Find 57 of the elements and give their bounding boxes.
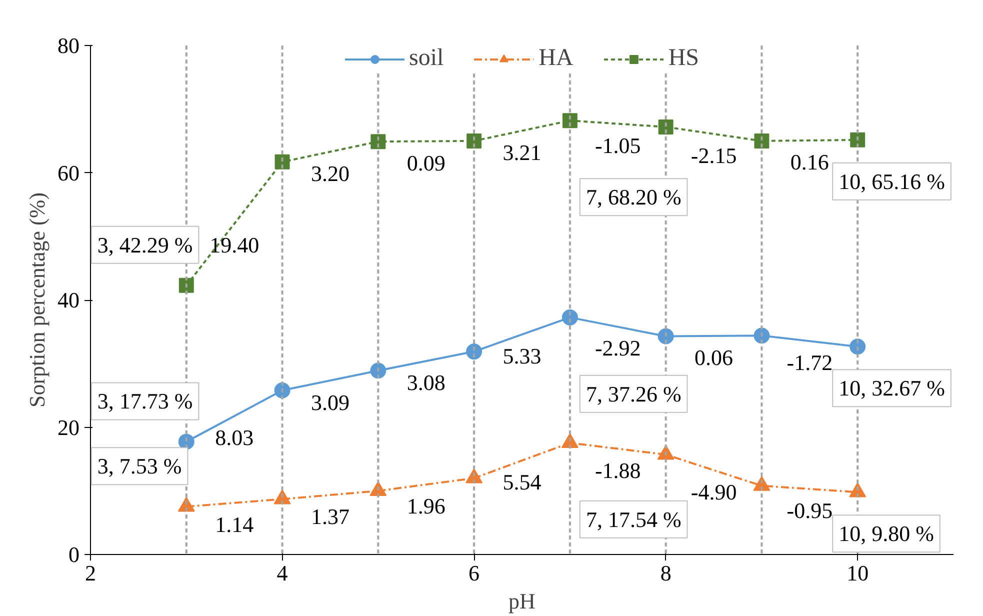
y-tick-label: 0 (68, 542, 80, 567)
annotation: 7, 68.20 % (586, 184, 682, 210)
annotation: -0.95 (786, 498, 833, 524)
legend-label: HA (538, 45, 574, 72)
x-tick-label: 2 (85, 560, 96, 586)
x-tick-label: 10 (846, 560, 869, 586)
legend-label: HS (668, 45, 700, 72)
annotation: -2.15 (690, 143, 737, 168)
y-tick-label: 20 (58, 414, 80, 440)
point (178, 278, 194, 293)
annotation: 19.40 (210, 232, 260, 258)
point (370, 134, 386, 150)
x-axis-title: pH (508, 588, 536, 614)
annotation: 5.33 (502, 343, 542, 368)
y-tick-label: 60 (58, 160, 80, 186)
annotation: 1.37 (310, 504, 350, 529)
y-axis-title: Sorption percentage (%) (24, 192, 50, 408)
point (658, 119, 674, 134)
point (466, 133, 482, 148)
annotation: 3, 42.29 % (97, 232, 193, 258)
point (562, 113, 578, 128)
annotation: 3.20 (310, 160, 350, 186)
annotation: -4.90 (690, 479, 737, 504)
annotation: 3, 17.73 % (97, 388, 193, 414)
point (466, 344, 482, 360)
x-tick-label: 6 (468, 560, 480, 586)
point (850, 338, 866, 355)
point (274, 154, 290, 170)
x-tick-label: 4 (276, 560, 288, 586)
annotation: -1.88 (594, 458, 641, 483)
annotation: 8.03 (215, 425, 254, 450)
annotation: 7, 37.26 % (586, 381, 682, 406)
annotation: 10, 9.80 % (838, 521, 934, 546)
x-tick-label: 8 (660, 560, 672, 586)
legend-label: soil (408, 45, 444, 72)
point (850, 132, 866, 148)
annotation: 5.54 (502, 470, 542, 495)
point (754, 133, 770, 148)
annotation: 1.14 (215, 512, 254, 537)
annotation: 7, 17.54 % (586, 506, 682, 532)
annotation: 0.09 (406, 150, 446, 176)
y-tick-label: 80 (58, 33, 80, 58)
y-tick-label: 40 (58, 288, 80, 312)
annotation: 3.09 (310, 390, 350, 415)
annotation: -1.72 (786, 350, 833, 376)
annotation: -1.05 (594, 132, 641, 158)
annotation: 0.16 (790, 149, 829, 174)
annotation: 10, 32.67 % (838, 376, 945, 401)
annotation: 1.96 (406, 493, 446, 518)
annotation: 3, 7.53 % (97, 454, 182, 479)
point (562, 309, 578, 326)
annotation: -2.92 (594, 336, 641, 361)
annotation: 0.06 (694, 344, 734, 370)
annotation: 3.21 (502, 140, 542, 165)
annotation: 3.08 (406, 370, 446, 396)
point (658, 328, 674, 344)
annotation: 10, 65.16 % (838, 168, 945, 194)
